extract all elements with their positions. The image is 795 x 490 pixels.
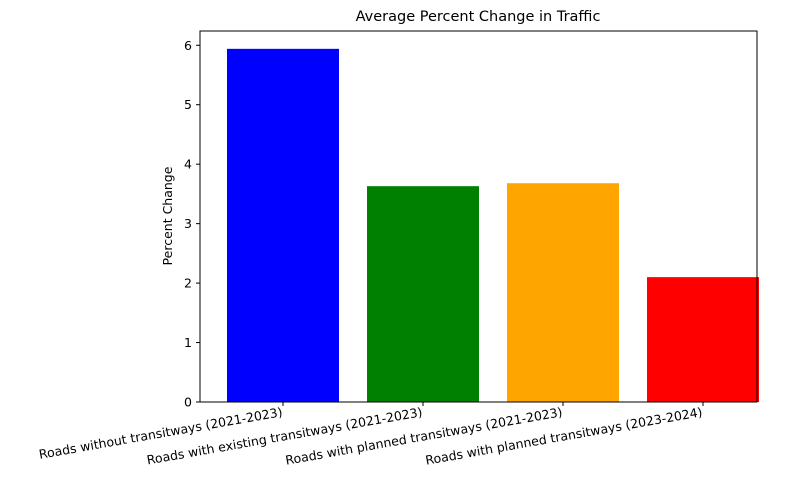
- bars-group: [227, 48, 759, 402]
- y-tick-label: 6: [184, 38, 192, 53]
- y-axis-ticks: 0 1 2 3 4 5 6: [184, 38, 200, 410]
- y-tick-label: 1: [184, 335, 192, 350]
- plot-frame: [199, 30, 758, 403]
- y-tick-label: 2: [184, 276, 192, 291]
- y-tick-label: 3: [184, 216, 192, 231]
- chart-title: Average Percent Change in Traffic: [356, 9, 601, 25]
- bar-2: [367, 186, 479, 402]
- bar-4: [647, 277, 759, 402]
- y-tick-label: 4: [184, 157, 192, 172]
- y-axis-label: Percent Change: [160, 166, 175, 265]
- y-tick-label: 5: [184, 97, 192, 112]
- bar-3: [507, 183, 619, 402]
- y-tick-label: 0: [184, 395, 192, 410]
- x-axis-ticks: Roads without transitways (2021-2023)Roa…: [38, 402, 704, 468]
- bar-1: [227, 48, 339, 402]
